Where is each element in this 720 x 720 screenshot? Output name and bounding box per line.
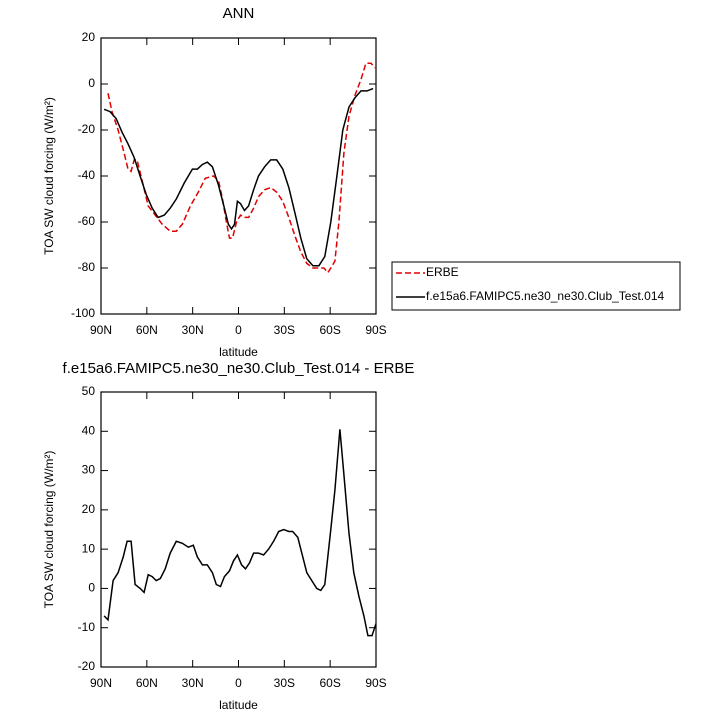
y-tick-label: 20 — [82, 502, 96, 516]
x-tick-label: 30N — [182, 323, 204, 337]
x-tick-label: 60S — [319, 323, 340, 337]
x-tick-label: 30S — [274, 676, 295, 690]
x-axis-label: latitude — [219, 698, 258, 712]
chart-title: ANN — [223, 5, 255, 22]
x-tick-label: 60N — [136, 676, 158, 690]
y-tick-label: 50 — [82, 384, 96, 398]
x-tick-label: 90S — [365, 323, 386, 337]
x-tick-label: 90N — [90, 323, 112, 337]
y-tick-label: 0 — [88, 581, 95, 595]
y-tick-label: 40 — [82, 423, 96, 437]
x-tick-label: 30N — [182, 676, 204, 690]
y-tick-label: -80 — [78, 260, 96, 274]
y-tick-label: -40 — [78, 168, 96, 182]
plot-frame — [100, 391, 377, 668]
x-tick-label: 90N — [90, 676, 112, 690]
y-tick-label: 0 — [88, 76, 95, 90]
plot-frame — [100, 37, 377, 315]
x-axis-label: latitude — [219, 345, 258, 359]
chart-title: f.e15a6.FAMIPC5.ne30_ne30.Club_Test.014 … — [63, 360, 415, 377]
x-tick-label: 0 — [235, 323, 242, 337]
y-tick-label: -20 — [78, 659, 96, 673]
data-line — [103, 87, 374, 267]
y-tick-label: -20 — [78, 122, 96, 136]
data-line — [103, 429, 377, 637]
y-tick-label: 30 — [82, 463, 96, 477]
y-axis-label: TOA SW cloud forcing (W/m²) — [42, 97, 56, 255]
legend-box — [391, 261, 681, 311]
y-tick-label: 10 — [82, 541, 96, 555]
y-tick-label: -100 — [71, 306, 95, 320]
x-tick-label: 60S — [319, 676, 340, 690]
x-tick-label: 0 — [235, 676, 242, 690]
x-tick-label: 30S — [274, 323, 295, 337]
legend-label: ERBE — [426, 265, 459, 279]
y-axis-label: TOA SW cloud forcing (W/m²) — [42, 451, 56, 609]
y-tick-label: 20 — [82, 30, 96, 44]
x-tick-label: 60N — [136, 323, 158, 337]
legend-label: f.e15a6.FAMIPC5.ne30_ne30.Club_Test.014 — [426, 289, 664, 303]
y-tick-label: -60 — [78, 214, 96, 228]
data-line — [107, 62, 376, 274]
x-tick-label: 90S — [365, 676, 386, 690]
y-tick-label: -10 — [78, 620, 96, 634]
